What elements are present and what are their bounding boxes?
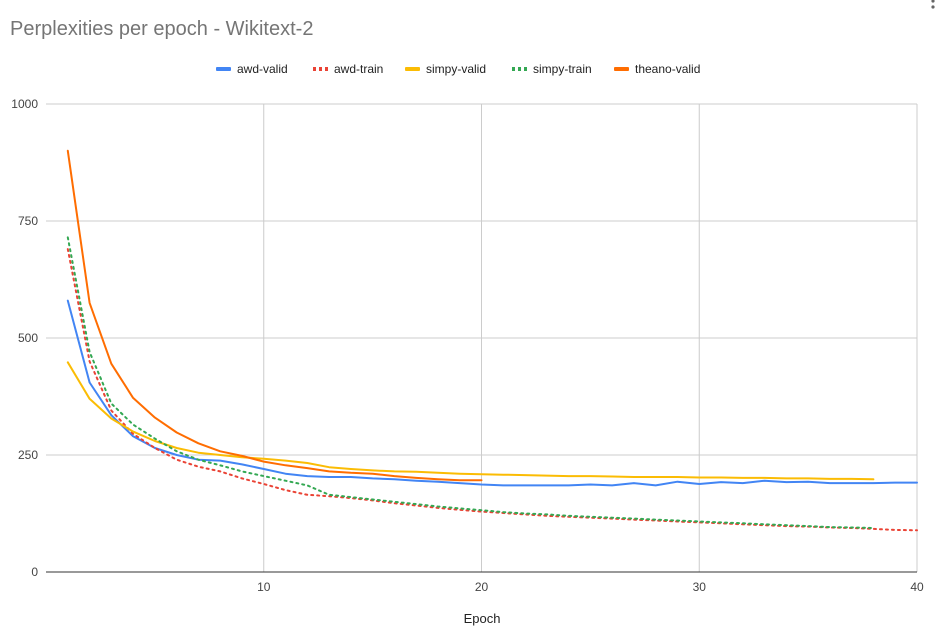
legend-swatch <box>405 67 420 71</box>
legend-swatch <box>313 67 316 71</box>
chart-title: Perplexities per epoch - Wikitext-2 <box>10 18 313 40</box>
x-tick-label: 10 <box>257 580 271 594</box>
legend-item-simpy-train[interactable]: simpy-train <box>512 62 592 76</box>
legend-item-simpy-valid[interactable]: simpy-valid <box>405 62 486 76</box>
x-tick-label: 30 <box>693 580 707 594</box>
y-tick-label: 250 <box>18 448 38 462</box>
legend-item-awd-valid[interactable]: awd-valid <box>216 62 288 76</box>
series-line-simpy-valid <box>66 361 875 481</box>
legend-item-theano-valid[interactable]: theano-valid <box>614 62 700 76</box>
legend-swatch <box>325 67 328 71</box>
x-tick-label: 40 <box>910 580 924 594</box>
gridlines <box>46 103 918 572</box>
axes: 0 250 500 750 1000 10 20 30 40 <box>11 97 924 594</box>
overflow-menu-icon[interactable] <box>931 0 935 9</box>
legend-item-awd-train[interactable]: awd-train <box>313 62 383 76</box>
legend: awd-valid awd-train simpy-valid simpy-train… <box>216 62 700 76</box>
series-line-awd-train <box>66 248 918 532</box>
legend-swatch <box>518 67 521 71</box>
legend-swatch <box>512 67 515 71</box>
series-line-theano-valid <box>66 149 483 482</box>
y-tick-label: 1000 <box>11 97 38 111</box>
legend-label: theano-valid <box>635 62 700 76</box>
plot-area <box>66 149 918 532</box>
legend-swatch <box>216 67 231 71</box>
x-axis-title: Epoch <box>464 611 501 626</box>
legend-swatch <box>319 67 322 71</box>
legend-label: simpy-valid <box>426 62 486 76</box>
x-tick-label: 20 <box>475 580 489 594</box>
legend-swatch <box>524 67 527 71</box>
legend-label: awd-train <box>334 62 383 76</box>
y-tick-label: 750 <box>18 214 38 228</box>
series-line-awd-valid <box>66 299 918 487</box>
y-tick-label: 0 <box>31 565 38 579</box>
legend-swatch <box>614 67 629 71</box>
series-line-simpy-train <box>66 236 875 529</box>
legend-label: awd-valid <box>237 62 288 76</box>
y-tick-label: 500 <box>18 331 38 345</box>
legend-label: simpy-train <box>533 62 592 76</box>
